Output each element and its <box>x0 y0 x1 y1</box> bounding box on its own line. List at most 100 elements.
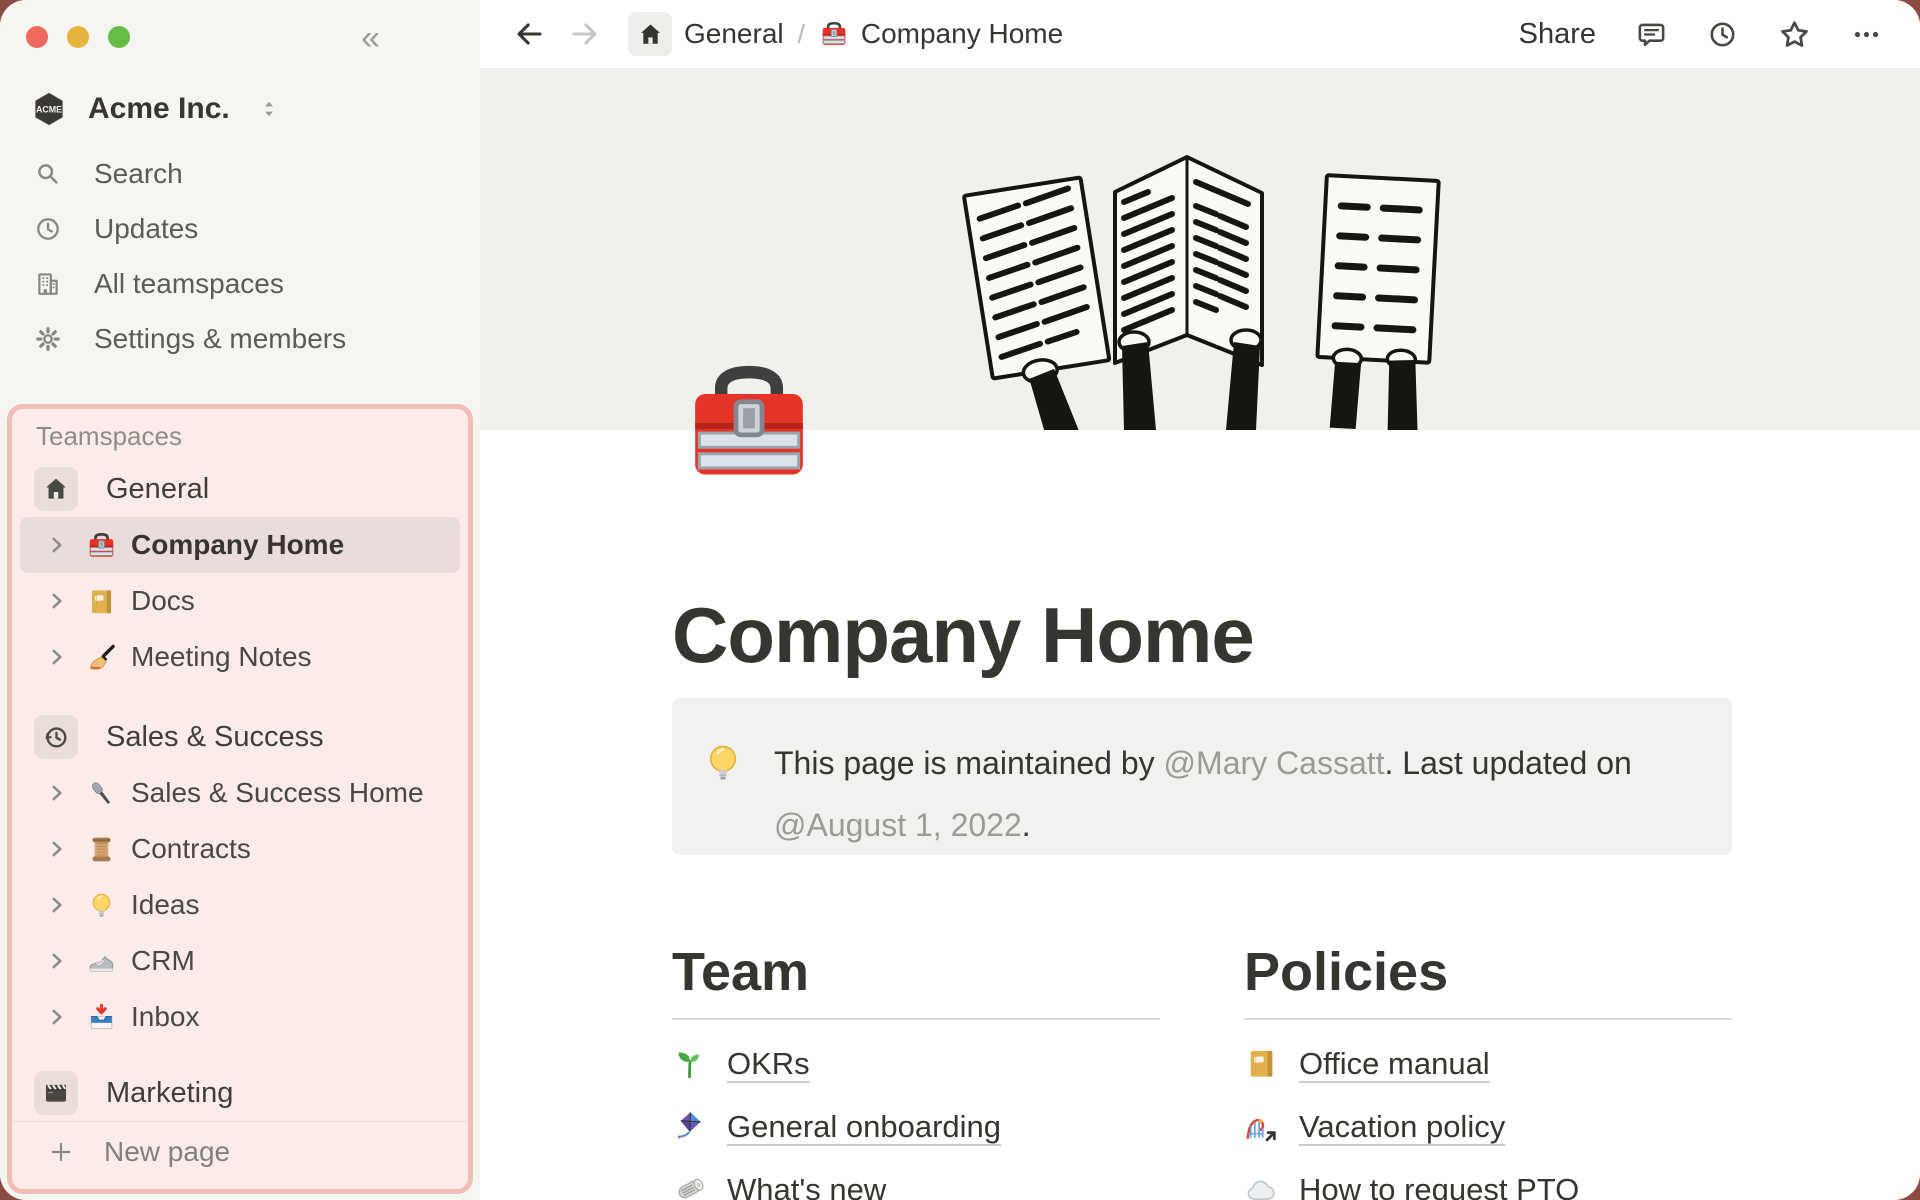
rollercoaster-icon <box>1244 1109 1279 1144</box>
chevron-right-icon[interactable] <box>44 892 70 918</box>
teamspace-general[interactable]: General <box>20 461 460 517</box>
svg-text:ACME: ACME <box>36 104 62 114</box>
sidebar-menu: Search Updates All teamspaces Settings &… <box>0 146 480 366</box>
teamspace-icon-square <box>34 1071 78 1115</box>
sidebar-item-settings[interactable]: Settings & members <box>0 311 480 366</box>
sidebar-item-updates[interactable]: Updates <box>0 201 480 256</box>
page-link-okrs[interactable]: OKRs <box>672 1032 1160 1095</box>
main-content: General / Company Home Share <box>480 0 1920 1200</box>
sidebar-page-docs[interactable]: Docs <box>20 573 460 629</box>
toolbox-icon <box>819 19 849 49</box>
plus-icon <box>48 1139 74 1165</box>
teamspace-label: Marketing <box>106 1076 234 1109</box>
zoom-window-button[interactable] <box>108 26 130 48</box>
page-icon-toolbox[interactable] <box>678 352 820 494</box>
page-cover[interactable] <box>480 68 1920 430</box>
house-icon <box>637 21 664 48</box>
sidebar-page-ideas[interactable]: Ideas <box>20 877 460 933</box>
search-icon <box>34 160 62 188</box>
comment-icon[interactable] <box>1636 19 1667 50</box>
sidebar-item-label: Updates <box>94 212 199 244</box>
heading-divider <box>1244 1018 1732 1020</box>
page-link-label: What's new <box>727 1171 887 1200</box>
chevron-right-icon[interactable] <box>44 948 70 974</box>
chevron-right-icon[interactable] <box>44 1004 70 1030</box>
sidebar-item-all-teamspaces[interactable]: All teamspaces <box>0 256 480 311</box>
callout-text-segment: This page is maintained by <box>774 745 1164 781</box>
ellipsis-icon[interactable] <box>1851 19 1882 50</box>
workspace-name: Acme Inc. <box>88 92 230 125</box>
date-mention[interactable]: @August 1, 2022 <box>774 807 1022 843</box>
workspace-switcher[interactable]: ACME Acme Inc. <box>30 90 282 128</box>
callout-text-segment: . <box>1021 807 1031 843</box>
sidebar-page-label: Meeting Notes <box>131 641 312 672</box>
page-columns: Team OKRs General onboarding What's new <box>672 936 1732 1200</box>
chevron-right-icon[interactable] <box>44 644 70 670</box>
sidebar-item-search[interactable]: Search <box>0 146 480 201</box>
sidebar: « ACME Acme Inc. Search Updates All team… <box>0 0 480 1200</box>
bulb-icon <box>86 890 117 921</box>
newspaper-icon <box>672 1172 707 1200</box>
breadcrumb-home-icon[interactable] <box>628 12 672 56</box>
sidebar-page-crm[interactable]: CRM <box>20 933 460 989</box>
sidebar-page-meeting-notes[interactable]: Meeting Notes <box>20 629 460 685</box>
acme-hexagon-logo: ACME <box>35 92 63 126</box>
teamspace-sales-success[interactable]: Sales & Success <box>20 709 460 765</box>
chevron-right-icon[interactable] <box>44 780 70 806</box>
clock-icon <box>34 215 62 243</box>
teamspace-label: Sales & Success <box>106 720 324 753</box>
breadcrumb-page[interactable]: Company Home <box>860 18 1064 49</box>
page-link-office-manual[interactable]: Office manual <box>1244 1032 1732 1095</box>
building-icon <box>34 270 62 298</box>
sidebar-page-label: Contracts <box>131 833 251 864</box>
sidebar-page-company-home[interactable]: Company Home <box>20 517 460 573</box>
breadcrumb-separator: / <box>797 18 805 49</box>
sidebar-page-label: Company Home <box>131 529 345 560</box>
chevron-right-icon[interactable] <box>44 532 70 558</box>
sidebar-page-label: Ideas <box>131 889 200 920</box>
teamspaces-highlight-region: Teamspaces General Company Home Docs <box>7 404 473 1194</box>
scroll-icon <box>86 834 117 865</box>
breadcrumb-page-icon[interactable] <box>819 19 849 49</box>
sidebar-page-label: Docs <box>131 585 195 616</box>
sidebar-page-label: Inbox <box>131 1001 200 1032</box>
sidebar-page-contracts[interactable]: Contracts <box>20 821 460 877</box>
teamspace-icon-square <box>34 467 78 511</box>
page-link-whats-new[interactable]: What's new <box>672 1158 1160 1200</box>
microphone-icon <box>86 778 117 809</box>
page-link-general-onboarding[interactable]: General onboarding <box>672 1095 1160 1158</box>
sneaker-icon <box>86 946 117 977</box>
page-link-label: How to request PTO <box>1299 1171 1580 1200</box>
star-icon[interactable] <box>1778 18 1811 51</box>
chevron-right-icon[interactable] <box>44 588 70 614</box>
workspace-switcher-icon <box>256 96 282 122</box>
sidebar-item-label: All teamspaces <box>94 267 284 299</box>
topbar-actions: Share <box>1519 18 1882 51</box>
sidebar-item-label: Search <box>94 157 183 189</box>
new-page-button[interactable]: New page <box>18 1122 462 1182</box>
sidebar-page-sales-success-home[interactable]: Sales & Success Home <box>20 765 460 821</box>
forward-arrow-icon[interactable] <box>568 18 600 50</box>
breadcrumb-teamspace[interactable]: General <box>684 18 784 49</box>
sidebar-page-inbox[interactable]: Inbox <box>20 989 460 1045</box>
person-mention[interactable]: @Mary Cassatt <box>1163 745 1385 781</box>
window-controls <box>26 26 130 48</box>
minimize-window-button[interactable] <box>67 26 89 48</box>
collapse-sidebar-icon[interactable]: « <box>361 19 380 57</box>
chevron-right-icon[interactable] <box>44 836 70 862</box>
page-title[interactable]: Company Home <box>672 591 1255 679</box>
column-heading: Team <box>672 942 810 1002</box>
ledger-icon <box>86 586 117 617</box>
close-window-button[interactable] <box>26 26 48 48</box>
sidebar-page-label: Sales & Success Home <box>131 777 424 808</box>
back-arrow-icon[interactable] <box>514 18 546 50</box>
topbar: General / Company Home Share <box>480 0 1920 68</box>
history-clock-icon[interactable] <box>1707 19 1738 50</box>
page-link-vacation-policy[interactable]: Vacation policy <box>1244 1095 1732 1158</box>
page-link-request-pto[interactable]: How to request PTO <box>1244 1158 1732 1200</box>
callout-text-segment: . Last updated on <box>1384 745 1632 781</box>
teamspace-marketing[interactable]: Marketing <box>20 1065 460 1121</box>
share-button[interactable]: Share <box>1518 17 1596 50</box>
callout-block[interactable]: This page is maintained by @Mary Cassatt… <box>672 698 1732 855</box>
clock-ccw-icon <box>42 723 70 751</box>
